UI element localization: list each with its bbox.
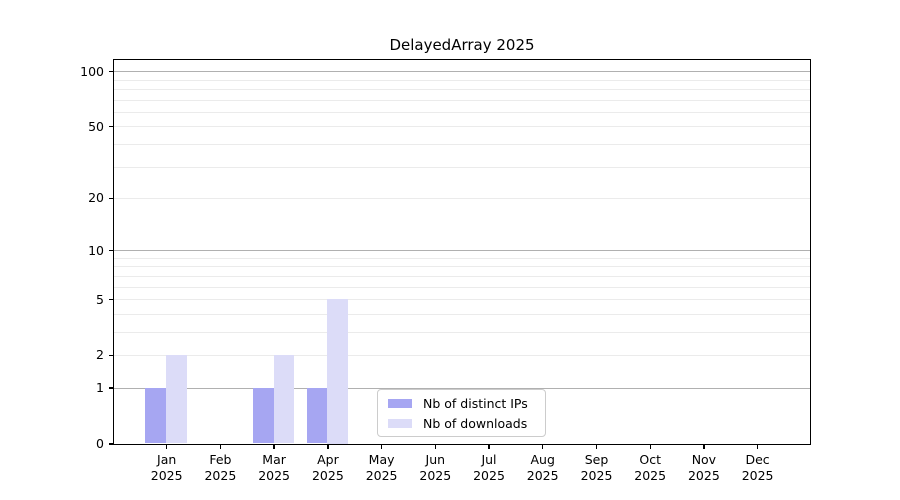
- minor-gridline: [113, 79, 810, 81]
- y-tick-mark: [109, 126, 114, 128]
- bar-downloads: [327, 299, 349, 444]
- chart-title: DelayedArray 2025: [389, 36, 535, 54]
- x-tick-month: Jun: [425, 452, 446, 467]
- x-tick-mark: [273, 444, 275, 449]
- x-tick-year: 2025: [204, 467, 237, 483]
- x-tick-month: Jul: [481, 452, 497, 467]
- x-tick-year: 2025: [150, 467, 183, 483]
- minor-gridline: [113, 354, 810, 356]
- x-tick-mark: [703, 444, 705, 449]
- y-tick-mark: [109, 387, 114, 389]
- minor-gridline: [113, 99, 810, 101]
- x-tick-year: 2025: [311, 467, 344, 483]
- y-tick-mark: [109, 443, 114, 445]
- y-tick-label: 20: [88, 190, 104, 206]
- major-gridline: [113, 71, 810, 73]
- y-tick-mark: [109, 71, 114, 73]
- y-tick-mark: [109, 197, 114, 200]
- x-tick-label: Sep 2025: [565, 452, 629, 483]
- y-tick-label: 10: [88, 242, 104, 258]
- bar-distinct-ips: [252, 387, 274, 444]
- x-tick-year: 2025: [741, 467, 774, 483]
- minor-gridline: [113, 299, 810, 300]
- y-tick-mark: [109, 354, 114, 357]
- major-gridline: [113, 250, 810, 252]
- major-gridline: [113, 387, 810, 389]
- x-tick-year: 2025: [473, 467, 505, 483]
- legend-entry: Nb of distinct IPs: [388, 396, 545, 411]
- x-tick-year: 2025: [687, 467, 720, 483]
- x-tick-year: 2025: [365, 467, 398, 483]
- bar-distinct-ips: [145, 387, 167, 444]
- x-tick-label: Oct 2025: [618, 452, 682, 483]
- y-tick-label: 5: [96, 291, 104, 307]
- legend-swatch-distinct-ips: [388, 398, 412, 408]
- minor-gridline: [113, 143, 810, 145]
- x-tick-month: Oct: [639, 452, 661, 467]
- minor-gridline: [113, 89, 810, 90]
- minor-gridline: [113, 286, 810, 288]
- y-tick-label: 0: [96, 436, 104, 451]
- x-tick-month: Jan: [157, 452, 177, 467]
- x-tick-mark: [488, 444, 490, 449]
- minor-gridline: [113, 313, 810, 315]
- x-tick-year: 2025: [419, 467, 452, 483]
- legend-entry: Nb of downloads: [388, 416, 545, 431]
- minor-gridline: [113, 111, 810, 113]
- x-tick-month: Nov: [691, 452, 717, 467]
- bar-downloads: [166, 354, 187, 444]
- x-tick-mark: [595, 444, 598, 449]
- x-tick-month: Aug: [530, 452, 555, 467]
- legend-label: Nb of downloads: [423, 415, 528, 431]
- x-tick-label: Mar 2025: [242, 452, 306, 483]
- x-tick-label: Jun 2025: [403, 452, 467, 483]
- x-tick-label: Jan 2025: [135, 452, 199, 483]
- bar-downloads: [273, 354, 295, 444]
- legend-swatch-downloads: [388, 418, 412, 428]
- x-tick-month: Apr: [317, 452, 339, 467]
- bar-distinct-ips: [306, 387, 328, 444]
- x-tick-label: Jul 2025: [457, 452, 521, 483]
- minor-gridline: [113, 166, 810, 168]
- x-tick-mark: [380, 444, 383, 449]
- x-tick-month: Feb: [209, 452, 232, 467]
- x-tick-label: Nov 2025: [672, 452, 736, 483]
- minor-gridline: [113, 266, 810, 268]
- x-tick-year: 2025: [526, 467, 559, 483]
- x-tick-month: Sep: [584, 452, 609, 467]
- x-tick-label: Apr 2025: [296, 452, 360, 483]
- x-tick-label: Feb 2025: [188, 452, 252, 483]
- x-tick-month: May: [368, 452, 395, 467]
- plot-area: [112, 58, 811, 445]
- y-tick-mark: [109, 249, 114, 252]
- x-tick-mark: [166, 444, 168, 449]
- y-tick-label: 2: [96, 347, 104, 363]
- y-tick-label: 100: [80, 63, 104, 79]
- x-tick-label: Aug 2025: [511, 452, 575, 483]
- x-tick-mark: [649, 444, 651, 449]
- x-tick-mark: [219, 444, 222, 449]
- x-tick-label: Dec 2025: [726, 452, 790, 483]
- legend-label: Nb of distinct IPs: [423, 395, 528, 411]
- minor-gridline: [113, 197, 810, 199]
- x-tick-year: 2025: [258, 467, 290, 483]
- minor-gridline: [113, 331, 810, 333]
- x-tick-month: Mar: [262, 452, 286, 467]
- y-tick-mark: [109, 298, 114, 301]
- x-tick-month: Dec: [745, 452, 770, 467]
- legend: Nb of distinct IPs Nb of downloads: [377, 389, 546, 437]
- minor-gridline: [113, 257, 810, 259]
- x-tick-mark: [756, 444, 759, 449]
- x-tick-mark: [434, 444, 436, 449]
- x-tick-mark: [327, 444, 329, 449]
- minor-gridline: [113, 275, 810, 277]
- x-tick-year: 2025: [580, 467, 613, 483]
- x-tick-year: 2025: [634, 467, 667, 483]
- x-tick-label: May 2025: [350, 452, 414, 483]
- y-tick-label: 1: [96, 380, 104, 396]
- x-tick-mark: [542, 444, 544, 449]
- minor-gridline: [113, 126, 810, 128]
- y-tick-label: 50: [88, 118, 104, 134]
